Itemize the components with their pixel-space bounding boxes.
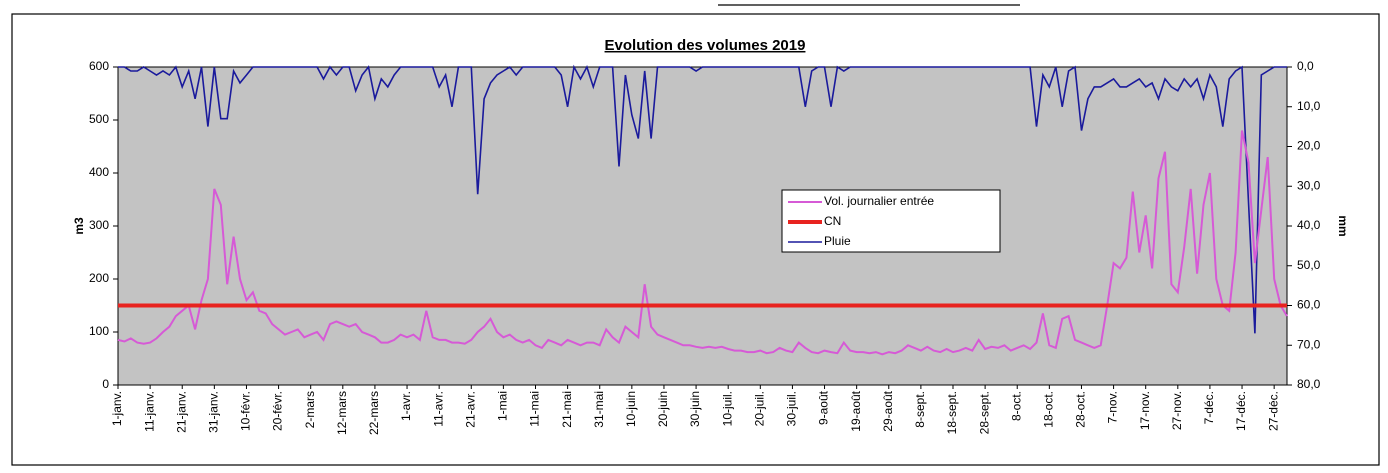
y2-tick-label: 10,0 bbox=[1297, 99, 1321, 113]
x-tick-label: 10-juil. bbox=[720, 391, 734, 426]
y2-tick-label: 20,0 bbox=[1297, 139, 1321, 153]
series-line bbox=[118, 64, 1287, 334]
x-tick-label: 1-avr. bbox=[399, 391, 413, 421]
x-tick-label: 28-oct. bbox=[1074, 391, 1088, 428]
x-tick-label: 12-mars bbox=[335, 391, 349, 435]
x-tick-label: 20-juil. bbox=[752, 391, 766, 426]
y-tick-label: 0 bbox=[102, 377, 109, 391]
x-tick-label: 19-août bbox=[849, 390, 863, 431]
x-tick-label: 9-août bbox=[817, 390, 831, 425]
legend-label: Vol. journalier entrée bbox=[824, 194, 934, 208]
x-tick-label: 2-mars bbox=[303, 391, 317, 428]
x-tick-label: 8-sept. bbox=[913, 391, 927, 428]
y2-tick-label: 80,0 bbox=[1297, 377, 1321, 391]
chart-title: Evolution des volumes 2019 bbox=[605, 37, 806, 54]
y2-tick-label: 60,0 bbox=[1297, 298, 1321, 312]
x-tick-label: 20-juin bbox=[656, 391, 670, 427]
x-tick-label: 1-janv. bbox=[110, 391, 124, 426]
x-tick-label: 21-avr. bbox=[463, 391, 477, 428]
x-tick-label: 22-mars bbox=[367, 391, 381, 435]
x-tick-label: 31-mai bbox=[592, 391, 606, 428]
x-tick-label: 21-mai bbox=[560, 391, 574, 428]
y-tick-label: 300 bbox=[89, 218, 109, 232]
y-tick-label: 100 bbox=[89, 324, 109, 338]
x-tick-label: 29-août bbox=[881, 390, 895, 431]
y-tick-label: 200 bbox=[89, 271, 109, 285]
x-tick-label: 11-mai bbox=[528, 391, 542, 427]
x-tick-label: 1-mai bbox=[496, 391, 510, 421]
x-tick-label: 21-janv. bbox=[174, 391, 188, 433]
x-tick-label: 11-janv. bbox=[142, 391, 156, 432]
y2-tick-label: 30,0 bbox=[1297, 178, 1321, 192]
y2-tick-label: 0,0 bbox=[1297, 59, 1314, 73]
y2-tick-label: 70,0 bbox=[1297, 337, 1321, 351]
x-tick-label: 10-févr. bbox=[239, 391, 253, 431]
x-tick-label: 8-oct. bbox=[1009, 391, 1023, 421]
plot-area bbox=[117, 66, 1288, 386]
y2-tick-label: 50,0 bbox=[1297, 258, 1321, 272]
y2-tick-label: 40,0 bbox=[1297, 218, 1321, 232]
x-tick-label: 20-févr. bbox=[271, 391, 285, 431]
legend-label: CN bbox=[824, 214, 841, 228]
y-tick-label: 500 bbox=[89, 112, 109, 126]
x-tick-label: 18-oct. bbox=[1042, 391, 1056, 428]
x-tick-label: 7-déc. bbox=[1202, 391, 1216, 424]
x-tick-label: 18-sept. bbox=[945, 391, 959, 434]
x-tick-label: 31-janv. bbox=[207, 391, 221, 433]
x-tick-label: 17-déc. bbox=[1234, 391, 1248, 431]
y-axis-label: m3 bbox=[72, 217, 86, 235]
x-tick-label: 10-juin bbox=[624, 391, 638, 427]
x-tick-label: 30-juil. bbox=[785, 391, 799, 426]
x-tick-label: 27-nov. bbox=[1170, 391, 1184, 430]
y-tick-label: 600 bbox=[89, 59, 109, 73]
x-tick-label: 17-nov. bbox=[1138, 391, 1152, 430]
legend-label: Pluie bbox=[824, 234, 851, 248]
x-tick-label: 30-juin bbox=[688, 391, 702, 427]
x-tick-label: 28-sept. bbox=[977, 391, 991, 434]
series-line bbox=[117, 130, 1288, 356]
x-tick-label: 27-déc. bbox=[1266, 391, 1280, 431]
x-tick-label: 7-nov. bbox=[1106, 391, 1120, 423]
y2-axis-label: mm bbox=[1336, 215, 1350, 236]
x-tick-label: 11-avr. bbox=[431, 391, 445, 427]
y-tick-label: 400 bbox=[89, 165, 109, 179]
